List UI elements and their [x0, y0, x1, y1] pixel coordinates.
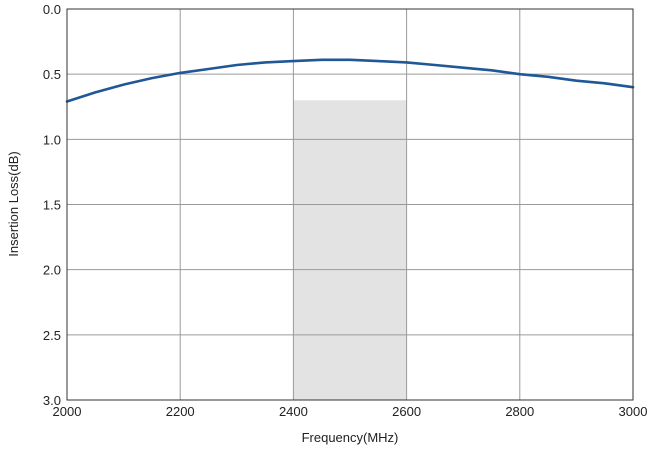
shaded-band-layer: [293, 100, 407, 400]
y-tick-label: 3.0: [43, 393, 61, 408]
x-tick-labels: 2000 2200 2400 2600 2800 3000: [53, 404, 648, 419]
x-tick-label: 2400: [279, 404, 308, 419]
x-tick-label: 2000: [53, 404, 82, 419]
y-tick-label: 1.5: [43, 198, 61, 213]
y-tick-label: 2.5: [43, 328, 61, 343]
x-tick-label: 2800: [505, 404, 534, 419]
series-layer: [65, 58, 635, 103]
x-tick-label: 2600: [392, 404, 421, 419]
insertion-loss-line: [65, 58, 635, 103]
y-axis-label: Insertion Loss(dB): [6, 151, 21, 257]
y-tick-labels: 0.0 0.5 1.0 1.5 2.0 2.5 3.0: [43, 2, 61, 408]
passband-shade: [293, 100, 407, 400]
gridlines: [66, 8, 634, 401]
y-tick-label: 1.0: [43, 132, 61, 147]
y-tick-label: 2.0: [43, 263, 61, 278]
x-tick-label: 3000: [619, 404, 648, 419]
plot-frame: [66, 8, 634, 401]
y-tick-label: 0.5: [43, 67, 61, 82]
x-axis-label: Frequency(MHz): [302, 430, 399, 445]
y-tick-label: 0.0: [43, 2, 61, 17]
x-tick-label: 2200: [166, 404, 195, 419]
